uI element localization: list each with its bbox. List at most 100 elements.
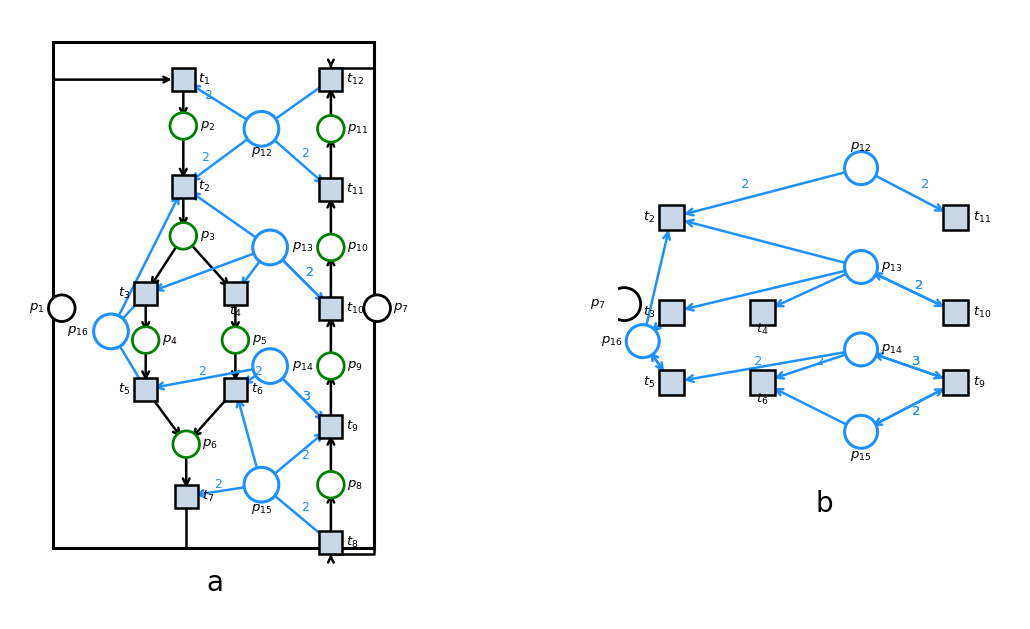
Text: 2: 2 xyxy=(305,265,313,279)
Text: 2: 2 xyxy=(214,478,222,491)
Text: $p_3$: $p_3$ xyxy=(200,229,215,243)
Text: b: b xyxy=(815,490,833,518)
Circle shape xyxy=(222,326,248,353)
Bar xyxy=(54,42,374,548)
Text: $p_{12}$: $p_{12}$ xyxy=(851,140,871,153)
Circle shape xyxy=(364,295,390,321)
Text: $t_2$: $t_2$ xyxy=(198,179,210,194)
Text: $t_{12}$: $t_{12}$ xyxy=(346,72,365,87)
Bar xyxy=(750,300,775,325)
Text: 3: 3 xyxy=(303,390,310,403)
Text: $p_{16}$: $p_{16}$ xyxy=(602,334,623,348)
Text: 2: 2 xyxy=(816,355,824,368)
Bar xyxy=(175,485,198,508)
Text: 3: 3 xyxy=(913,355,921,368)
Text: 2: 2 xyxy=(201,151,209,164)
Text: 2: 2 xyxy=(754,355,762,368)
Circle shape xyxy=(626,325,659,358)
Bar xyxy=(943,370,968,395)
Circle shape xyxy=(317,234,344,261)
Text: $p_8$: $p_8$ xyxy=(347,477,363,492)
Text: $t_8$: $t_8$ xyxy=(346,535,358,550)
Text: $p_2$: $p_2$ xyxy=(200,119,215,133)
Bar xyxy=(319,297,342,320)
Text: 2: 2 xyxy=(921,178,929,191)
Text: $t_4$: $t_4$ xyxy=(229,304,242,319)
Text: $t_3$: $t_3$ xyxy=(117,286,130,301)
Text: $p_{14}$: $p_{14}$ xyxy=(293,359,314,373)
Bar xyxy=(659,300,684,325)
Text: $p_{13}$: $p_{13}$ xyxy=(293,240,313,255)
Circle shape xyxy=(317,353,344,379)
Text: $t_6$: $t_6$ xyxy=(756,392,768,407)
Text: 2: 2 xyxy=(305,265,313,279)
Circle shape xyxy=(845,152,878,184)
Bar xyxy=(172,68,195,91)
Circle shape xyxy=(244,467,279,502)
Text: $t_{11}$: $t_{11}$ xyxy=(346,182,365,197)
Text: $p_{15}$: $p_{15}$ xyxy=(851,448,871,463)
Text: $p_7$: $p_7$ xyxy=(393,301,409,315)
Circle shape xyxy=(170,223,197,249)
Circle shape xyxy=(252,348,287,384)
Text: 3: 3 xyxy=(913,355,921,368)
Bar xyxy=(319,531,342,554)
Circle shape xyxy=(608,287,641,321)
Text: $p_9$: $p_9$ xyxy=(347,359,363,373)
Bar xyxy=(319,415,342,438)
Text: 2: 2 xyxy=(915,279,923,292)
Circle shape xyxy=(48,295,75,321)
Text: $p_5$: $p_5$ xyxy=(251,333,267,347)
Text: 2: 2 xyxy=(915,279,923,292)
Text: 2: 2 xyxy=(198,365,206,379)
Circle shape xyxy=(173,431,200,457)
Text: $p_{14}$: $p_{14}$ xyxy=(881,342,902,357)
Text: $t_{11}$: $t_{11}$ xyxy=(973,210,991,225)
Text: $p_4$: $p_4$ xyxy=(162,333,178,347)
Text: $t_{10}$: $t_{10}$ xyxy=(346,301,365,316)
Circle shape xyxy=(845,333,878,366)
Circle shape xyxy=(845,415,878,448)
Text: $p_{15}$: $p_{15}$ xyxy=(250,502,272,516)
Text: $p_{16}$: $p_{16}$ xyxy=(67,325,89,338)
Text: 2: 2 xyxy=(301,501,309,515)
Text: 2: 2 xyxy=(204,89,212,102)
Bar xyxy=(943,205,968,230)
Text: $p_{10}$: $p_{10}$ xyxy=(347,240,369,255)
Text: $t_4$: $t_4$ xyxy=(756,322,768,337)
Bar xyxy=(134,377,158,401)
Bar xyxy=(224,377,247,401)
Text: 2: 2 xyxy=(742,178,750,191)
Text: $t_9$: $t_9$ xyxy=(346,420,358,435)
Circle shape xyxy=(317,116,344,142)
Text: $p_{11}$: $p_{11}$ xyxy=(347,122,369,136)
Text: 3: 3 xyxy=(303,390,310,403)
Bar xyxy=(224,282,247,305)
Bar xyxy=(134,282,158,305)
Bar xyxy=(319,178,342,201)
Text: $p_{13}$: $p_{13}$ xyxy=(881,260,902,274)
Circle shape xyxy=(170,113,197,139)
Circle shape xyxy=(252,230,287,265)
Bar xyxy=(172,175,195,198)
Text: $p_{12}$: $p_{12}$ xyxy=(250,145,272,159)
Text: $t_6$: $t_6$ xyxy=(251,382,264,397)
Text: $t_5$: $t_5$ xyxy=(643,375,655,390)
Bar xyxy=(659,370,684,395)
Bar xyxy=(943,300,968,325)
Text: $p_1$: $p_1$ xyxy=(29,301,44,315)
Text: 2: 2 xyxy=(301,147,309,160)
Text: 2: 2 xyxy=(254,365,263,379)
Text: $t_9$: $t_9$ xyxy=(973,375,986,390)
Text: $p_7$: $p_7$ xyxy=(590,297,606,311)
Text: $p_6$: $p_6$ xyxy=(203,437,218,451)
Text: $t_5$: $t_5$ xyxy=(117,382,130,397)
Bar xyxy=(659,205,684,230)
Text: $t_{10}$: $t_{10}$ xyxy=(973,305,992,320)
Text: 2: 2 xyxy=(913,404,921,418)
Circle shape xyxy=(317,471,344,498)
Text: $t_7$: $t_7$ xyxy=(202,489,214,504)
Bar xyxy=(750,370,775,395)
Text: $t_1$: $t_1$ xyxy=(198,72,210,87)
Text: $t_3$: $t_3$ xyxy=(643,305,655,320)
